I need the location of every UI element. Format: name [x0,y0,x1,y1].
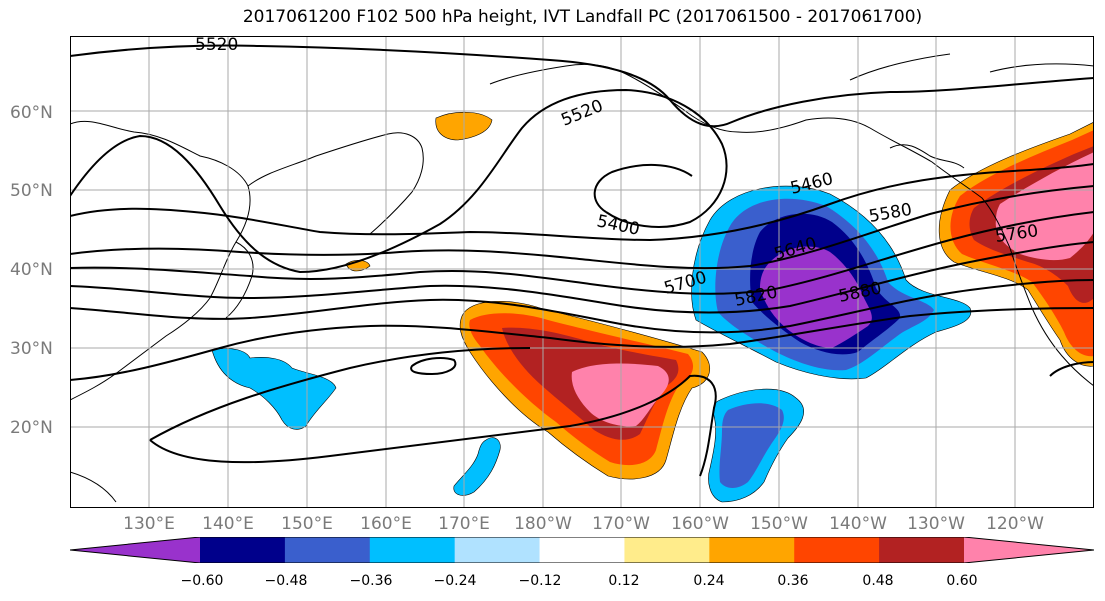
colorbar-segment [624,537,710,563]
colorbar-segment [709,537,795,563]
colorbar-tick: −0.48 [264,573,308,589]
colorbar-segment [70,537,200,563]
lon-label-160w: 160°W [671,514,729,534]
colorbar-segment [539,537,625,563]
lon-label-170e: 170°E [438,514,490,534]
colorbar-tick: −0.36 [349,573,393,589]
lat-label-40n: 40°N [10,260,53,280]
colorbar [70,537,1094,563]
lon-label-170w: 170°W [592,514,650,534]
colorbar-segment [200,537,286,563]
map-frame [70,36,1094,508]
contour-label: 5520 [558,96,606,131]
colorbar-tick: 0.60 [946,573,978,589]
lon-label-130e: 130°E [123,514,175,534]
lon-label-120w: 120°W [986,514,1044,534]
colorbar-tick: −0.12 [518,573,562,589]
colorbar-segment [284,537,371,563]
colorbar-tick: 0.12 [608,573,640,589]
lat-label-20n: 20°N [10,418,53,438]
contour-label: 5400 [595,211,641,240]
lon-label-160e: 160°E [360,514,412,534]
colorbar-segment [964,537,1094,563]
colorbar-tick: 0.48 [862,573,894,589]
graticule [70,36,1094,508]
colorbar-tick: 0.36 [777,573,809,589]
colorbar-segment [369,537,456,563]
colorbar-tick: −0.24 [433,573,477,589]
map-panel: 5520 5520 5400 5460 5580 5640 5700 5760 … [70,36,1094,508]
lon-label-150w: 150°W [750,514,808,534]
lon-label-140e: 140°E [202,514,254,534]
colorbar-segment [794,537,880,563]
lat-label-30n: 30°N [10,339,53,359]
lon-label-140w: 140°W [829,514,887,534]
ivt-positive-east [938,121,1094,367]
ivt-negative-west [211,111,501,496]
colorbar-segment [879,537,965,563]
colorbar-segments [70,537,1094,563]
lat-label-60n: 60°N [10,103,53,123]
lon-label-150e: 150°E [281,514,333,534]
height-contours [70,44,1094,477]
contour-label: 5580 [867,200,913,227]
lon-label-130w: 130°W [907,514,965,534]
lat-label-50n: 50°N [10,181,53,201]
lon-label-180w: 180°W [514,514,572,534]
colorbar-tick: 0.24 [693,573,725,589]
colorbar-tick: −0.60 [180,573,224,589]
colorbar-segment [454,537,541,563]
contour-label: 5520 [195,36,238,55]
map-title: 2017061200 F102 500 hPa height, IVT Land… [242,7,923,27]
